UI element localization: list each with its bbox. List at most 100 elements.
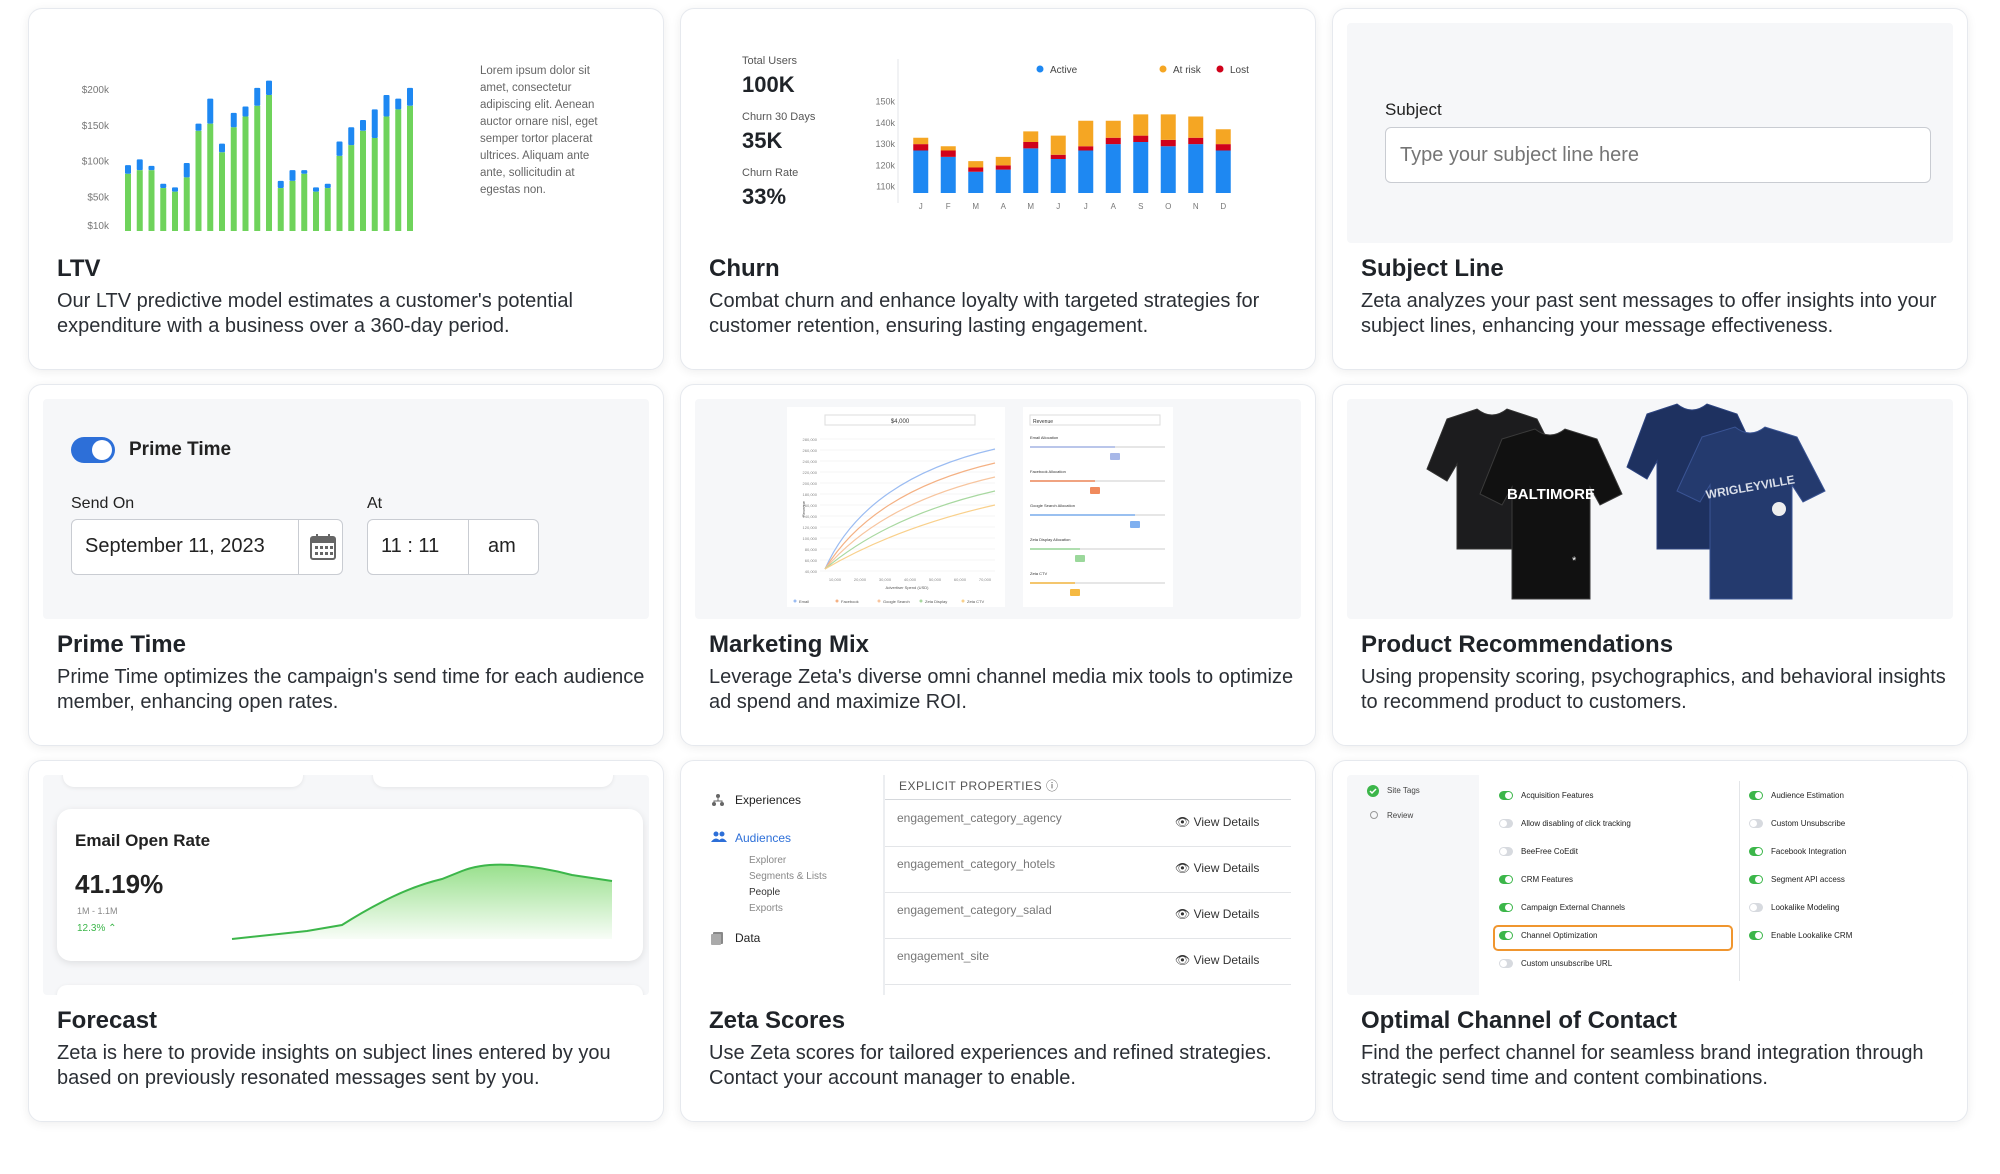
nav-audiences[interactable]: Audiences	[735, 831, 792, 845]
setting-item[interactable]: Channel Optimization	[1499, 931, 1597, 940]
subnav-explorer[interactable]: Explorer	[749, 855, 787, 866]
legend-label: Active	[1050, 65, 1078, 76]
audiences-icon	[711, 831, 727, 842]
ltv-bar-green	[277, 188, 284, 231]
optimal-channel-card[interactable]: Site Tags Review Acquisition Features All…	[1332, 760, 1968, 1122]
ltv-card[interactable]: $200k $150k $100k $50k $10k Lorem ipsum dolo…	[28, 8, 664, 370]
card-description: Use Zeta scores for tailored experiences…	[709, 1042, 1272, 1089]
view-details-link[interactable]: 👁︎ View Details	[1175, 861, 1260, 875]
toggle-switch[interactable]	[1499, 903, 1513, 912]
legend-dot	[1159, 65, 1167, 73]
prime-time-toggle[interactable]	[71, 437, 115, 463]
zeta-scores-card[interactable]: Experiences Audiences Explorer Segments …	[680, 760, 1316, 1122]
setting-item[interactable]: Custom Unsubscribe	[1749, 819, 1845, 828]
setting-label: Segment API access	[1771, 875, 1845, 884]
toggle-switch[interactable]	[1749, 931, 1763, 940]
ltv-bar-blue	[230, 112, 237, 128]
forecast-card[interactable]: Email Open Rate 41.19% 1M - 1.1M 12.3% ⌃…	[28, 760, 664, 1122]
setting-item[interactable]: Allow disabling of click tracking	[1499, 819, 1631, 828]
mix-y-tick: 180,000	[803, 492, 818, 497]
subnav-exports[interactable]: Exports	[749, 903, 783, 914]
nav-experiences[interactable]: Experiences	[735, 793, 802, 807]
card-title: Churn	[709, 255, 780, 282]
table-row[interactable]: engagement_category_hotels 👁︎ View Detai…	[885, 847, 1291, 893]
setting-item[interactable]: Campaign External Channels	[1499, 903, 1625, 912]
time-field[interactable]: 11 : 11 am	[367, 519, 539, 575]
churn-bar-active	[1188, 144, 1204, 193]
setting-item[interactable]: CRM Features	[1499, 875, 1573, 884]
arrow-up-icon: ⌃	[108, 923, 117, 934]
time-divider	[468, 520, 469, 574]
table-row[interactable]: engagement_category_agency 👁︎ View Detai…	[885, 801, 1291, 847]
setting-item[interactable]: Facebook Integration	[1749, 847, 1846, 856]
allocation-label: Zeta Display Allocation	[1030, 537, 1070, 542]
setting-label: Audience Estimation	[1771, 791, 1844, 800]
toggle-switch[interactable]	[1499, 931, 1513, 940]
calendar-icon[interactable]	[310, 533, 336, 561]
marketing-mix-illustration: $4,000 Revenue 280,000 260,000 240,000 220,00…	[787, 407, 1173, 607]
ltv-bar-green	[172, 191, 178, 231]
property-name: engagement_category_hotels	[897, 857, 1056, 871]
view-details-link[interactable]: 👁︎ View Details	[1175, 907, 1260, 921]
nav-data[interactable]: Data	[735, 931, 761, 945]
mix-y-title: Revenue	[801, 500, 806, 517]
setting-item[interactable]: Segment API access	[1749, 875, 1845, 884]
setting-label: Channel Optimization	[1521, 931, 1598, 940]
churn-bar-at-risk	[995, 156, 1011, 166]
prime-time-preview: Prime Time Send On September 11, 2023 At…	[43, 399, 649, 619]
toggle-switch[interactable]	[1749, 847, 1763, 856]
setting-item[interactable]: BeeFree CoEdit	[1499, 847, 1578, 856]
step-circle	[1370, 811, 1378, 819]
toggle-switch[interactable]	[1499, 959, 1513, 968]
churn-x-tick: S	[1138, 202, 1143, 211]
product-recommendations-card[interactable]: BALTIMORE * WRIGLEYVILLE Product Recomme…	[1332, 384, 1968, 746]
mix-x-tick: 70,000	[979, 577, 992, 582]
table-row[interactable]: engagement_category_salad 👁︎ View Detail…	[885, 893, 1291, 939]
property-name: engagement_category_salad	[897, 903, 1052, 917]
table-row[interactable]: engagement_site 👁︎ View Details	[885, 939, 1291, 985]
toggle-switch[interactable]	[1499, 875, 1513, 884]
churn-x-tick: M	[1027, 202, 1034, 211]
view-details-link[interactable]: 👁︎ View Details	[1175, 953, 1260, 967]
ampm-value[interactable]: am	[488, 535, 516, 557]
ltv-bar-green	[266, 95, 272, 231]
toggle-switch[interactable]	[1499, 819, 1513, 828]
marketing-mix-card[interactable]: $4,000 Revenue 280,000 260,000 240,000 220,00…	[680, 384, 1316, 746]
ltv-bar-green	[254, 105, 261, 231]
setting-item[interactable]: Custom unsubscribe URL	[1499, 959, 1612, 968]
zeta-scores-preview: Experiences Audiences Explorer Segments …	[695, 775, 1301, 995]
view-details-link[interactable]: 👁︎ View Details	[1175, 815, 1260, 829]
toggle-switch[interactable]	[1499, 847, 1513, 856]
toggle-switch[interactable]	[1749, 791, 1763, 800]
subnav-people[interactable]: People	[749, 887, 781, 898]
churn-card[interactable]: Total Users 100K Churn 30 Days 35K Churn…	[680, 8, 1316, 370]
product-preview: BALTIMORE * WRIGLEYVILLE	[1347, 399, 1953, 619]
prime-time-card[interactable]: Prime Time Send On September 11, 2023 At…	[28, 384, 664, 746]
mix-legend-dot	[877, 599, 881, 603]
mix-curve	[824, 448, 996, 570]
allocation-knob	[1110, 453, 1120, 460]
card-description: Leverage Zeta's diverse omni channel med…	[709, 666, 1294, 713]
toggle-switch[interactable]	[1749, 819, 1763, 828]
setting-item[interactable]: Audience Estimation	[1749, 791, 1844, 800]
info-icon: ⓘ	[1045, 779, 1059, 793]
churn-chart: 150k 140k 130k 120k 110k Active At risk Lost J F M…	[875, 59, 1249, 211]
open-rate-widget: Email Open Rate 41.19% 1M - 1.1M 12.3% ⌃	[57, 809, 643, 961]
ltv-bar-green	[324, 188, 331, 231]
subject-input[interactable]	[1385, 127, 1931, 183]
toggle-switch[interactable]	[1499, 791, 1513, 800]
setting-item[interactable]: Lookalike Modeling	[1749, 903, 1840, 912]
toggle-switch[interactable]	[1749, 875, 1763, 884]
subnav-segments[interactable]: Segments & Lists	[749, 871, 827, 882]
zs-sidebar: Experiences Audiences Explorer Segments …	[695, 775, 875, 995]
mix-x-tick: 10,000	[829, 577, 842, 582]
toggle-switch[interactable]	[1749, 903, 1763, 912]
setting-item[interactable]: Acquisition Features	[1499, 791, 1593, 800]
subject-line-card[interactable]: Subject Subject Line Zeta analyzes your …	[1332, 8, 1968, 370]
date-field[interactable]: September 11, 2023	[71, 519, 343, 575]
ltv-bar-green	[207, 123, 214, 231]
date-divider	[298, 520, 299, 574]
step-site-tags[interactable]: Site Tags	[1387, 786, 1420, 795]
setting-item[interactable]: Enable Lookalike CRM	[1749, 931, 1852, 940]
step-review[interactable]: Review	[1387, 811, 1414, 820]
